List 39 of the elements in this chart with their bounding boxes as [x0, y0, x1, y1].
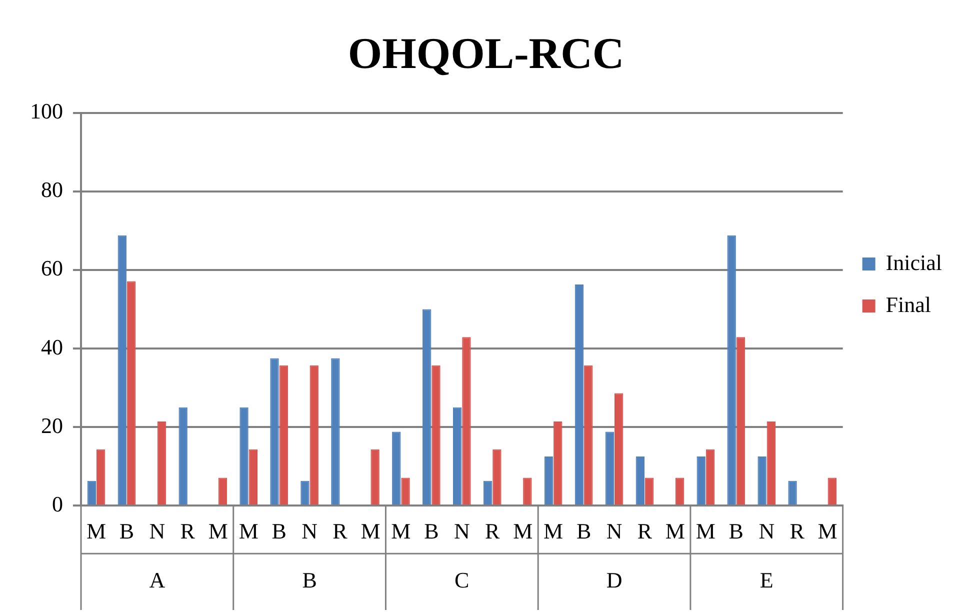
y-tick-label: 20: [41, 412, 63, 438]
x-tick-label: B: [576, 518, 592, 544]
y-tick-label: 40: [41, 334, 63, 360]
y-tick-label: 0: [52, 491, 63, 516]
x-tick-label: M: [391, 518, 411, 544]
legend-label: Inicial: [886, 250, 942, 275]
x-tick-label: B: [272, 518, 286, 544]
x-tick-label: M: [86, 518, 106, 544]
x-tick-label: N: [149, 518, 166, 544]
x-tick-label: M: [665, 518, 685, 544]
legend-label: Final: [886, 292, 932, 317]
y-tick-label: 60: [41, 256, 63, 281]
text: D: [606, 568, 622, 593]
x-tick-label: N: [758, 518, 775, 544]
x-tick-label: B: [424, 518, 439, 544]
text: C: [454, 568, 470, 593]
x-tick-label: M: [238, 518, 258, 544]
x-tick-label: M: [544, 518, 564, 544]
x-tick-label: M: [208, 518, 228, 544]
x-tick-label: R: [332, 518, 348, 544]
x-tick-label: B: [728, 518, 744, 544]
x-tick-label: R: [180, 518, 196, 544]
y-tick-label: 100: [30, 98, 63, 124]
text: B: [302, 568, 317, 593]
x-tick-label: M: [818, 518, 838, 544]
x-tick-label: N: [454, 518, 470, 544]
x-tick-label: M: [360, 518, 380, 544]
y-tick-label: 80: [41, 177, 63, 202]
x-tick-label: M: [513, 518, 533, 544]
x-tick-label: M: [696, 518, 716, 544]
text: A: [149, 568, 166, 593]
x-tick-label: R: [790, 518, 805, 544]
x-tick-label: N: [606, 518, 622, 544]
x-tick-label: B: [119, 518, 134, 544]
x-tick-label: R: [485, 518, 500, 544]
x-tick-label: N: [302, 518, 318, 544]
text: E: [760, 568, 774, 593]
chart-title: OHQOL-RCC: [348, 28, 624, 78]
x-tick-label: R: [637, 518, 652, 544]
